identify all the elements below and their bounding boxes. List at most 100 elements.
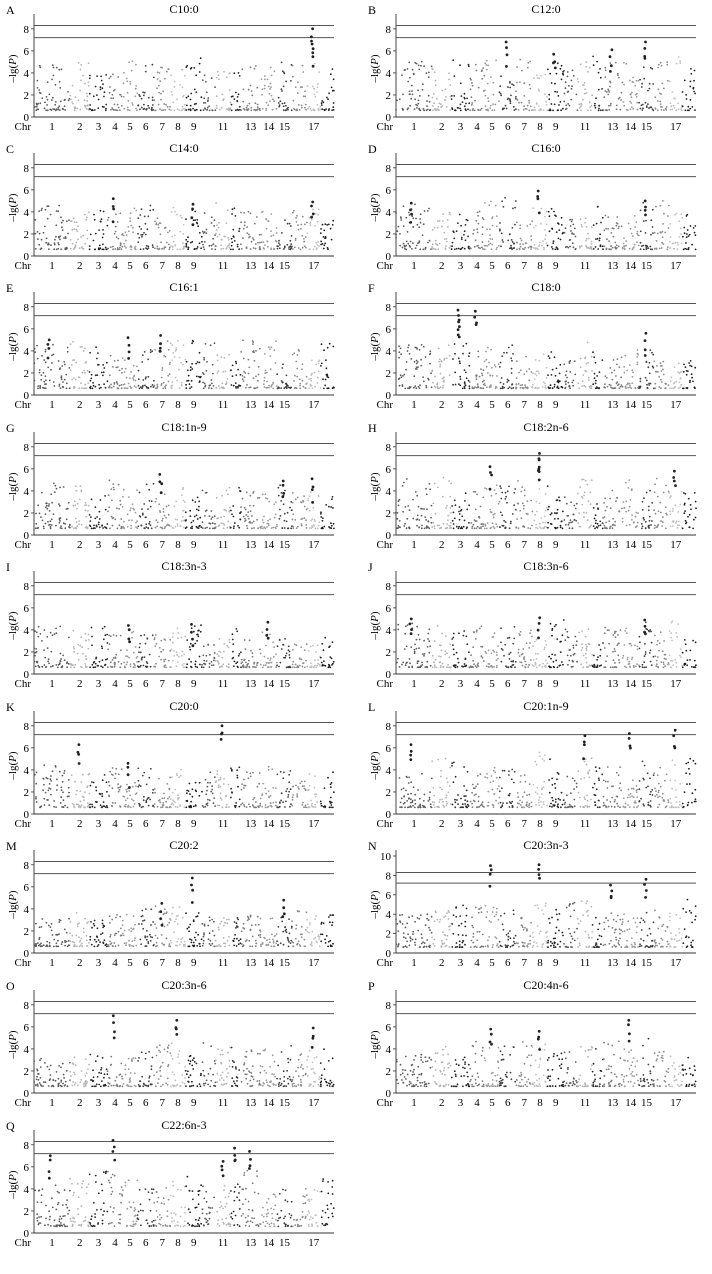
snp-point [103,383,105,386]
snp-point [528,99,530,102]
snp-point [208,662,211,665]
snp-point [252,504,255,507]
snp-point [509,81,511,84]
snp-point [618,387,621,390]
snp-point [144,384,146,387]
snp-point [397,525,400,527]
snp-point [625,62,628,65]
snp-point [127,99,130,102]
snp-point [647,505,650,508]
snp-point [256,103,259,106]
snp-point [62,486,65,488]
snp-point [156,71,159,74]
snp-point [156,87,158,90]
snp-point [237,386,239,389]
snp-point [322,387,325,390]
snp-point [185,387,188,390]
snp-point [103,625,106,628]
snp-point [434,84,437,86]
snp-point [75,241,78,244]
snp-point [176,661,179,664]
snp-point [488,385,491,388]
snp-point [668,492,671,494]
snp-point [121,505,124,508]
snp-point [493,109,496,111]
panel-title: C18:2n-6 [523,420,568,434]
snp-point [592,507,595,509]
snp-point [437,105,440,108]
snp-point [480,526,482,528]
snp-point [228,641,231,644]
snp-point [494,103,497,106]
snp-point [676,241,679,244]
snp-point [431,243,434,246]
snp-point [212,243,215,245]
snp-point [597,205,599,208]
snp-point [138,387,141,390]
snp-point [179,83,182,86]
x-axis-prefix: Chr [15,121,32,133]
y-tick-label: 0 [386,390,392,402]
snp-point [53,108,56,111]
snp-point [421,234,424,237]
snp-point [147,375,150,378]
snp-point [41,354,43,357]
snp-point [554,374,557,377]
snp-point [460,238,463,241]
snp-point [450,248,453,251]
snp-point [441,105,444,108]
snp-point [148,521,151,523]
snp-point [694,225,697,227]
x-tick-label: 5 [489,121,495,133]
snp-point [553,518,556,520]
y-tick-label: 0 [386,112,392,124]
snp-point [408,387,411,390]
snp-point [170,211,173,213]
snp-point [65,246,68,249]
snp-point [435,109,438,112]
snp-point [447,344,450,347]
snp-point [134,646,137,648]
snp-point [119,246,121,249]
snp-point [405,478,408,480]
snp-point [495,225,498,228]
snp-point [36,87,39,89]
snp-point [101,659,104,662]
snp-point [261,666,264,669]
snp-point [549,513,552,516]
snp-point [405,248,408,251]
snp-point [44,225,46,228]
snp-point [198,381,201,383]
snp-point [301,64,304,67]
snp-point [636,356,638,358]
snp-point [495,484,498,487]
snp-point [169,105,171,108]
snp-point [62,108,65,111]
snp-point [645,247,648,250]
snp-point [677,362,680,365]
snp-point [460,247,463,250]
snp-point [227,646,230,649]
snp-point [544,525,546,528]
snp-point [505,107,508,110]
snp-point [203,358,206,361]
snp-point [584,88,586,91]
snp-point [291,245,293,248]
snp-point [594,382,597,385]
snp-point [194,210,197,213]
snp-point [685,373,688,376]
snp-point [653,387,655,390]
snp-point [265,101,268,104]
snp-point [693,69,696,72]
snp-point [580,223,583,226]
snp-point [694,109,696,111]
snp-point [418,68,421,71]
snp-point [159,108,161,110]
snp-point [34,630,36,633]
snp-point [85,387,88,389]
peak-point [46,356,50,360]
snp-point [674,241,677,244]
snp-point [89,525,92,528]
snp-point [641,82,643,85]
snp-point [585,61,588,63]
